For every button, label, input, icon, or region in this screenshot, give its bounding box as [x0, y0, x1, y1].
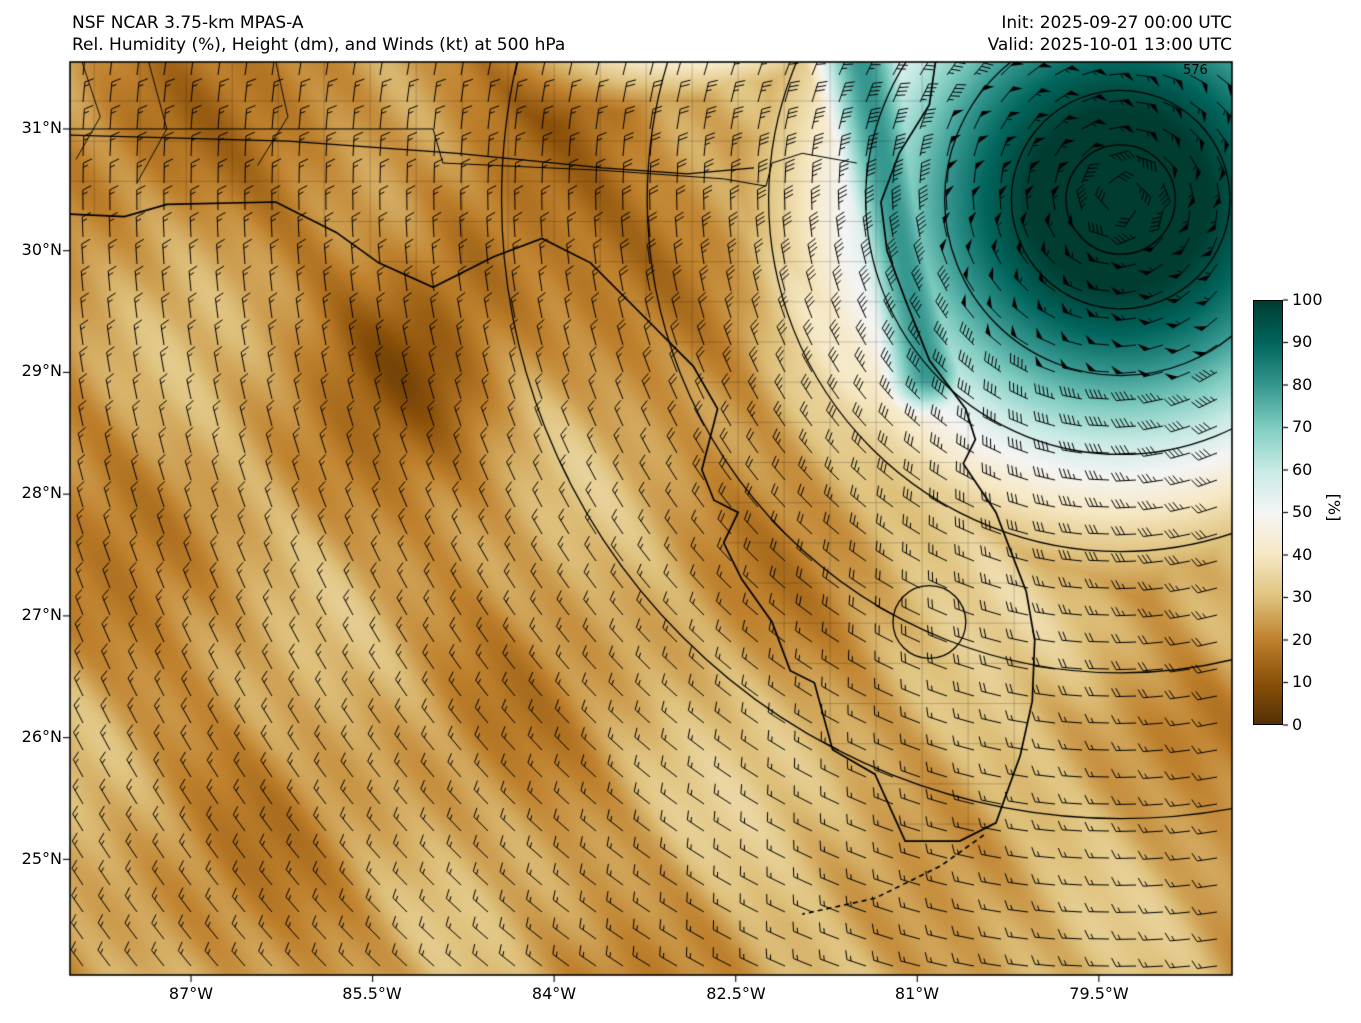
colorbar-tick-label: 20 — [1292, 630, 1313, 649]
lat-tick-label: 31°N — [21, 118, 62, 137]
lon-tick-label: 82.5°W — [706, 984, 766, 1003]
lon-tick-label: 81°W — [894, 984, 940, 1003]
colorbar-tick-label: 90 — [1292, 332, 1313, 351]
lon-tick-label: 84°W — [531, 984, 577, 1003]
lat-tick-label: 28°N — [21, 483, 62, 502]
colorbar-tick-label: 50 — [1292, 502, 1313, 521]
colorbar-tick-label: 80 — [1292, 375, 1313, 394]
lat-tick-label: 27°N — [21, 605, 62, 624]
lat-tick-label: 25°N — [21, 849, 62, 868]
init-time: Init: 2025-09-27 00:00 UTC — [1001, 13, 1232, 33]
lon-tick-label: 87°W — [168, 984, 214, 1003]
colorbar-unit-label: [%] — [1324, 493, 1344, 522]
valid-time: Valid: 2025-10-01 13:00 UTC — [987, 35, 1232, 55]
colorbar — [1253, 300, 1283, 725]
lat-tick-label: 29°N — [21, 361, 62, 380]
colorbar-tick-label: 60 — [1292, 460, 1313, 479]
lat-tick-label: 30°N — [21, 240, 62, 259]
height-contour-label: 576 — [1183, 63, 1208, 78]
plot-title: Rel. Humidity (%), Height (dm), and Wind… — [72, 35, 566, 55]
lon-tick-label: 85.5°W — [342, 984, 402, 1003]
colorbar-tick-label: 70 — [1292, 417, 1313, 436]
colorbar-tick-label: 40 — [1292, 545, 1313, 564]
colorbar-tick-label: 100 — [1292, 290, 1323, 309]
colorbar-tick-label: 30 — [1292, 587, 1313, 606]
colorbar-tick-label: 0 — [1292, 715, 1303, 734]
model-title: NSF NCAR 3.75-km MPAS-A — [72, 13, 304, 33]
lat-tick-label: 26°N — [21, 727, 62, 746]
lon-tick-label: 79.5°W — [1069, 984, 1129, 1003]
colorbar-tick-label: 10 — [1292, 672, 1313, 691]
